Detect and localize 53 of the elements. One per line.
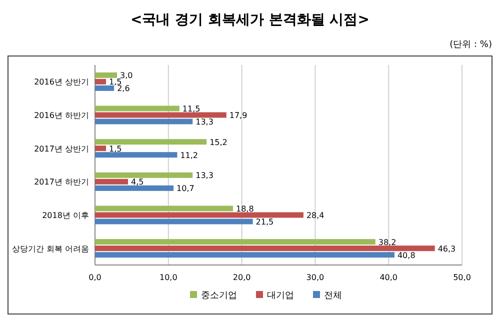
data-label: 13,3 bbox=[196, 118, 214, 126]
x-tick-label: 50,0 bbox=[453, 273, 471, 282]
y-tick-label: 2016년 상반기 bbox=[34, 78, 89, 87]
bar bbox=[95, 206, 233, 212]
bar bbox=[95, 85, 114, 91]
bar bbox=[95, 252, 394, 258]
data-label: 3,0 bbox=[120, 71, 133, 80]
data-label: 11,2 bbox=[180, 150, 198, 160]
data-label: 1,5 bbox=[109, 78, 122, 87]
bar bbox=[95, 106, 180, 112]
y-tick-label: 2017년 하반기 bbox=[34, 178, 89, 187]
bar bbox=[95, 152, 178, 158]
data-label: 4,5 bbox=[131, 178, 144, 187]
data-label: 38,2 bbox=[378, 238, 396, 247]
y-tick-label: 2018년 이후 bbox=[42, 211, 89, 220]
data-label: 21,5 bbox=[256, 218, 274, 226]
bar bbox=[95, 112, 226, 118]
data-label: 1,5 bbox=[109, 144, 122, 154]
data-label: 28,4 bbox=[306, 211, 324, 220]
bar bbox=[95, 78, 106, 84]
bar bbox=[95, 178, 128, 184]
bar bbox=[95, 212, 304, 218]
x-tick-label: 20,0 bbox=[232, 273, 251, 282]
bar bbox=[95, 172, 193, 178]
legend-label: 대기업 bbox=[267, 291, 294, 301]
data-label: 46,3 bbox=[438, 244, 456, 254]
data-label: 10,7 bbox=[176, 184, 194, 194]
legend-label: 전체 bbox=[324, 291, 342, 301]
data-label: 11,5 bbox=[182, 104, 200, 114]
data-label: 17,9 bbox=[229, 111, 248, 120]
bar bbox=[95, 146, 106, 152]
y-tick-label: 상당기간 회복 어려움 bbox=[12, 244, 89, 254]
text: (단위 : %) bbox=[450, 40, 492, 50]
bar bbox=[95, 139, 207, 145]
bar bbox=[95, 218, 253, 224]
data-label: 18,8 bbox=[236, 204, 254, 214]
chart-title: <국내 경기 회복세가 본격화될 시점> bbox=[130, 12, 370, 28]
bar bbox=[95, 246, 435, 252]
bar bbox=[95, 185, 174, 191]
data-label: 15,2 bbox=[210, 138, 228, 147]
x-tick-label: 10,0 bbox=[159, 273, 178, 282]
data-label: 13,3 bbox=[196, 171, 214, 180]
bar bbox=[95, 239, 376, 245]
x-tick-label: 40,0 bbox=[380, 273, 398, 282]
legend-label: 중소기업 bbox=[201, 291, 237, 301]
data-label: 40,8 bbox=[397, 250, 416, 260]
x-tick-label: 30,0 bbox=[306, 273, 324, 282]
y-tick-label: 2017년 상반기 bbox=[34, 144, 89, 154]
x-tick-label: 0,0 bbox=[88, 273, 102, 282]
bar bbox=[95, 72, 118, 78]
y-tick-label: 2016년 하반기 bbox=[34, 111, 89, 120]
data-label: 2,6 bbox=[117, 84, 130, 94]
bar bbox=[95, 118, 193, 124]
